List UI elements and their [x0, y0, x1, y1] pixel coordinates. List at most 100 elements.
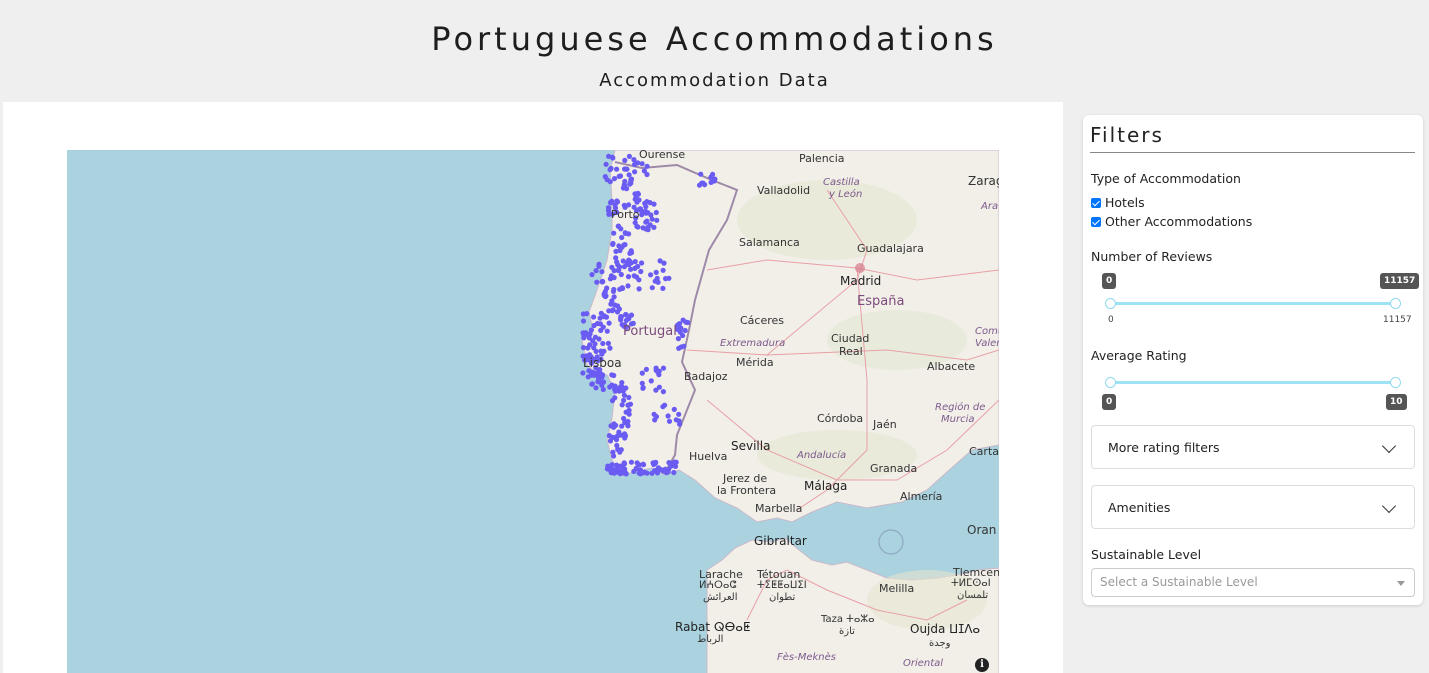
reviews-slider-track[interactable] — [1110, 302, 1396, 305]
accommodation-point[interactable] — [655, 279, 661, 285]
accommodation-point[interactable] — [616, 173, 622, 179]
accommodation-point[interactable] — [708, 174, 714, 180]
accommodation-point[interactable] — [623, 409, 629, 415]
accommodation-point[interactable] — [588, 360, 595, 366]
accommodation-point[interactable] — [611, 176, 618, 182]
accommodation-point[interactable] — [621, 264, 628, 270]
accommodation-point[interactable] — [618, 271, 624, 278]
accommodation-point[interactable] — [671, 469, 677, 476]
accommodation-point[interactable] — [609, 462, 615, 468]
accommodation-point[interactable] — [588, 327, 595, 333]
accommodation-point[interactable] — [616, 223, 622, 229]
accommodation-point[interactable] — [683, 319, 689, 325]
accommodation-point[interactable] — [586, 335, 592, 341]
accommodation-point[interactable] — [616, 429, 622, 435]
accommodation-point[interactable] — [618, 317, 624, 323]
map-view[interactable]: Ourense Palencia Valladolid Castilla y L… — [67, 150, 999, 673]
accommodation-point[interactable] — [651, 201, 657, 207]
accommodation-point[interactable] — [649, 285, 655, 291]
accommodation-point[interactable] — [653, 209, 659, 216]
accommodation-point[interactable] — [651, 224, 657, 230]
accommodation-point[interactable] — [617, 449, 623, 455]
accommodation-point[interactable] — [631, 273, 637, 279]
accommodation-point[interactable] — [623, 166, 629, 172]
accommodation-point[interactable] — [621, 242, 627, 248]
accommodation-point[interactable] — [648, 212, 654, 218]
accommodation-point[interactable] — [672, 463, 679, 469]
accommodation-point[interactable] — [635, 160, 641, 166]
accommodation-point[interactable] — [622, 178, 628, 184]
accommodation-point[interactable] — [622, 157, 628, 163]
accommodation-point[interactable] — [636, 462, 642, 468]
accommodation-point[interactable] — [593, 365, 599, 371]
accommodation-point[interactable] — [610, 288, 617, 294]
accommodation-point[interactable] — [585, 357, 591, 363]
accommodation-point[interactable] — [614, 209, 620, 215]
accommodation-point[interactable] — [682, 327, 688, 334]
accommodation-point[interactable] — [676, 345, 682, 351]
checkbox-other-row[interactable]: Other Accommodations — [1091, 214, 1252, 229]
accommodation-point[interactable] — [626, 316, 632, 322]
accommodation-point[interactable] — [626, 153, 633, 159]
accommodation-point[interactable] — [625, 274, 632, 280]
accommodation-point[interactable] — [708, 179, 714, 185]
accommodation-point[interactable] — [626, 257, 632, 263]
accommodation-point[interactable] — [590, 356, 596, 362]
accommodation-point[interactable] — [593, 348, 599, 354]
accommodation-point[interactable] — [605, 340, 612, 346]
accommodation-point[interactable] — [580, 318, 587, 324]
accommodation-point[interactable] — [628, 321, 635, 327]
accommodation-point[interactable] — [628, 266, 634, 272]
checkbox-hotels-row[interactable]: Hotels — [1091, 195, 1145, 210]
accommodation-point[interactable] — [640, 385, 646, 391]
accommodation-point[interactable] — [671, 406, 677, 412]
accommodation-point[interactable] — [639, 370, 645, 376]
accommodation-point[interactable] — [661, 260, 667, 266]
accommodation-point[interactable] — [660, 389, 667, 395]
accommodation-point[interactable] — [596, 261, 602, 267]
accommodation-point[interactable] — [589, 272, 595, 278]
accommodation-point[interactable] — [628, 312, 635, 318]
checkbox-other[interactable] — [1091, 216, 1101, 227]
accommodation-point[interactable] — [649, 470, 655, 476]
accommodation-point[interactable] — [635, 263, 641, 270]
accommodation-point[interactable] — [597, 321, 604, 327]
accommodation-point[interactable] — [636, 470, 642, 476]
accommodation-point[interactable] — [666, 275, 672, 281]
accommodation-point[interactable] — [677, 329, 683, 335]
accommodation-point[interactable] — [614, 166, 620, 172]
accommodation-point[interactable] — [619, 402, 625, 408]
accommodation-point[interactable] — [620, 258, 626, 264]
accommodation-point[interactable] — [626, 394, 632, 401]
accommodation-point[interactable] — [598, 371, 604, 377]
accommodation-point[interactable] — [628, 459, 635, 465]
accommodation-point[interactable] — [612, 435, 618, 441]
accommodation-point[interactable] — [625, 283, 631, 289]
accommodation-point[interactable] — [589, 381, 595, 387]
accommodation-point[interactable] — [581, 335, 587, 341]
accommodation-point[interactable] — [628, 180, 634, 186]
accommodation-point[interactable] — [602, 288, 608, 295]
accommodation-point[interactable] — [634, 199, 640, 205]
accommodation-point[interactable] — [599, 278, 606, 284]
accommodation-point[interactable] — [607, 384, 613, 390]
accommodation-point[interactable] — [580, 345, 587, 351]
accommodation-point[interactable] — [636, 286, 642, 292]
accommodation-point[interactable] — [602, 174, 608, 180]
accommodation-point[interactable] — [617, 247, 623, 254]
accommodation-point[interactable] — [665, 413, 671, 419]
accommodation-point[interactable] — [619, 234, 625, 241]
accommodation-point[interactable] — [622, 466, 628, 472]
accommodation-point[interactable] — [644, 163, 650, 169]
accommodation-point[interactable] — [606, 211, 612, 217]
accommodation-point[interactable] — [639, 212, 645, 218]
accommodation-point[interactable] — [653, 387, 659, 393]
accommodation-point[interactable] — [603, 314, 610, 320]
accommodation-point[interactable] — [619, 423, 625, 429]
accommodation-point[interactable] — [612, 202, 618, 208]
accommodation-point[interactable] — [632, 169, 638, 175]
accommodation-point[interactable] — [609, 264, 615, 270]
accommodation-point[interactable] — [656, 384, 663, 390]
accommodation-point[interactable] — [605, 463, 611, 469]
accommodation-point[interactable] — [595, 379, 601, 385]
